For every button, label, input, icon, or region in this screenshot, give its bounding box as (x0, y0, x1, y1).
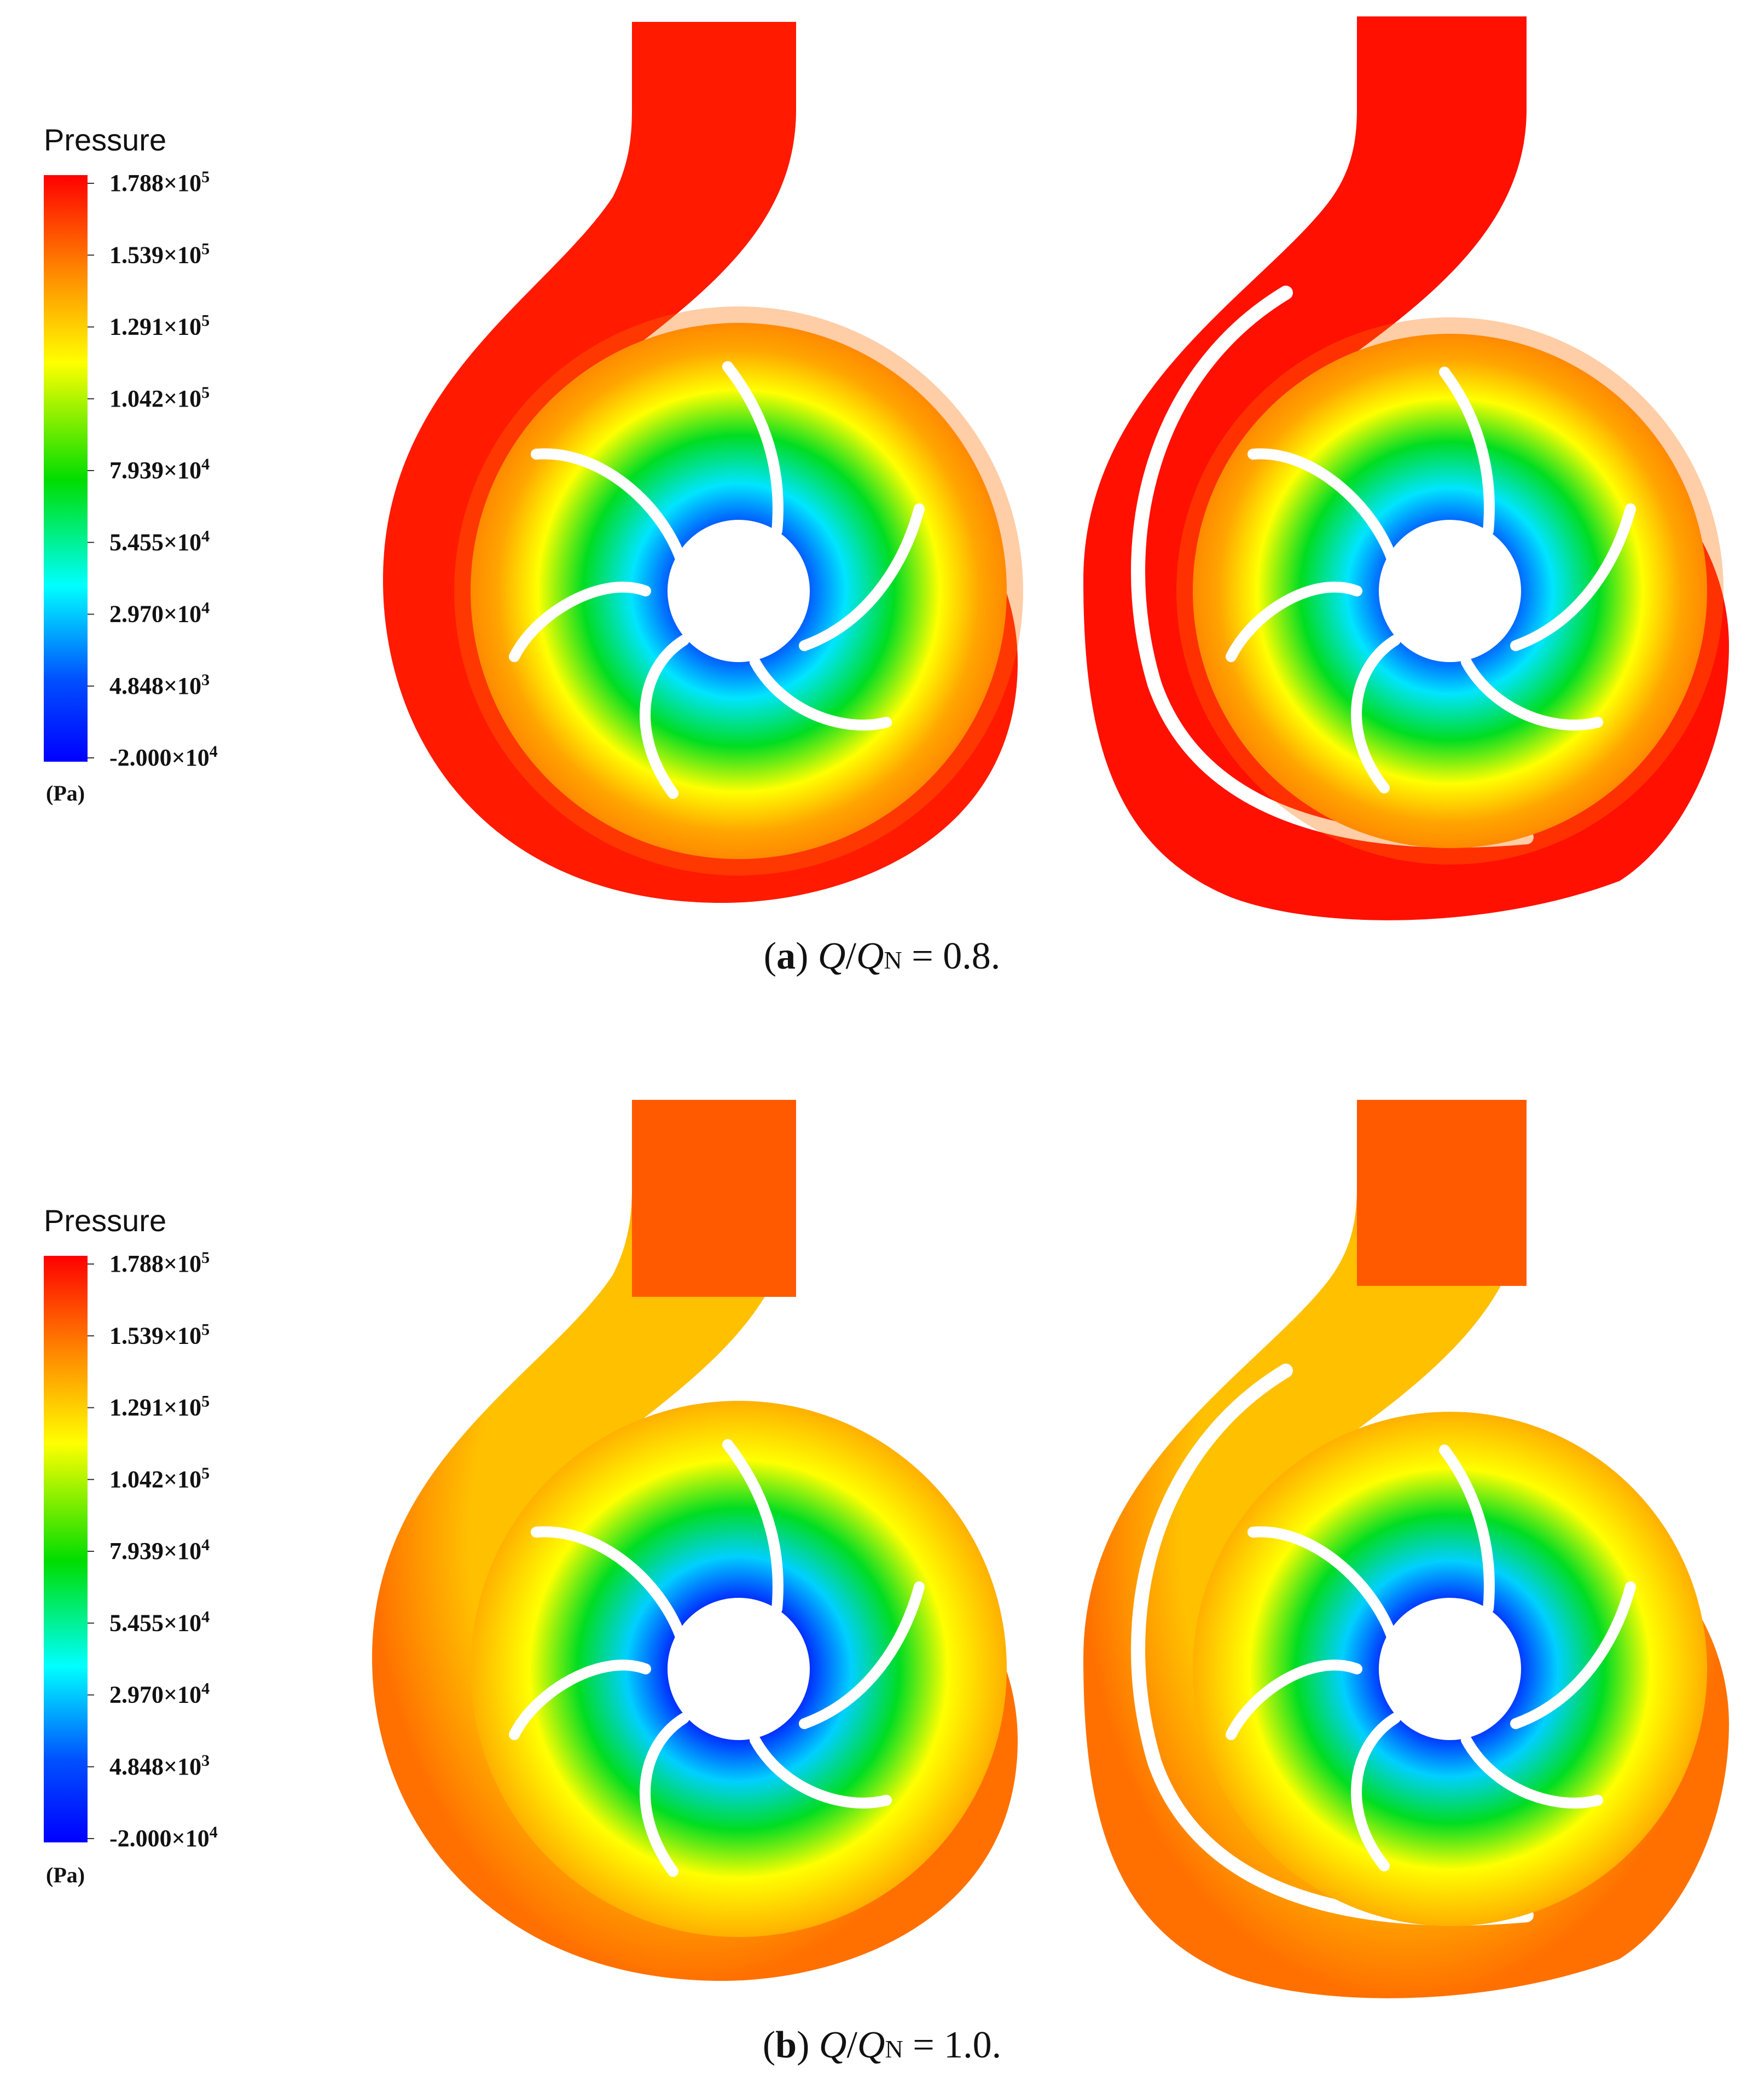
legend-tick-label: 1.042×105 (109, 384, 210, 412)
volute-rib (1131, 286, 1534, 848)
legend-unit: (Pa) (46, 1863, 85, 1887)
pressure-legend-b: Pressure 1.788×105 1.539×105 1.291×105 1.04… (44, 1203, 218, 1887)
panel-b: Pressure 1.788×105 1.539×105 1.291×105 1.04… (44, 1100, 1729, 2066)
legend-title: Pressure (44, 123, 166, 157)
legend-tick-label: 4.848×103 (109, 671, 210, 699)
panel-a: Pressure 1.788×105 1.539×105 1.291×105 1.04… (44, 16, 1729, 977)
legend-tick-label: 1.788×105 (109, 1249, 210, 1277)
legend-tick-label: 1.291×105 (109, 1393, 210, 1421)
legend-tick-label: 2.970×104 (109, 1680, 210, 1708)
pump-contour-a-left (383, 22, 1023, 903)
legend-tick-label: -2.000×104 (109, 743, 218, 771)
legend-tick-label: 4.848×103 (109, 1752, 210, 1780)
impeller-hub (1379, 520, 1521, 662)
legend-tick-label: 7.939×104 (109, 455, 210, 484)
volute-rib (1131, 1364, 1534, 1926)
impeller-blades (509, 1439, 925, 1877)
legend-ticks: 1.788×105 1.539×105 1.291×105 1.042×105 7.93… (88, 168, 218, 771)
legend-tick-label: 1.539×105 (109, 240, 210, 268)
caption-a: (a) Q/QN = 0.8. (764, 935, 1000, 977)
caption-b: (b) Q/QN = 1.0. (763, 2024, 1001, 2066)
legend-title: Pressure (44, 1203, 166, 1238)
pump-contour-b-left (372, 1100, 1018, 1981)
legend-tick-label: 5.455×104 (109, 1608, 210, 1636)
legend-tick-label: 1.291×105 (109, 312, 210, 340)
color-scale-bar (44, 175, 88, 762)
legend-tick-label: 1.788×105 (109, 168, 210, 196)
legend-ticks: 1.788×105 1.539×105 1.291×105 1.042×105 7.93… (88, 1249, 218, 1852)
impeller-hub (668, 1598, 810, 1740)
legend-tick-label: 5.455×104 (109, 527, 210, 555)
pump-contour-b-right (1083, 1100, 1729, 1998)
outlet-pipe (632, 1100, 796, 1297)
impeller-blades (1226, 367, 1636, 793)
outlet-pipe (1357, 1100, 1527, 1286)
impeller-hub (1379, 1598, 1521, 1740)
legend-unit: (Pa) (46, 781, 85, 805)
legend-tick-label: 7.939×104 (109, 1536, 210, 1564)
pump-contour-a-right (1083, 16, 1729, 920)
color-scale-bar (44, 1256, 88, 1842)
legend-tick-label: 1.042×105 (109, 1464, 210, 1493)
impeller-blades (1226, 1445, 1636, 1871)
legend-tick-label: 1.539×105 (109, 1320, 210, 1349)
legend-tick-label: 2.970×104 (109, 599, 210, 628)
legend-tick-label: -2.000×104 (109, 1823, 218, 1852)
pressure-legend-a: Pressure 1.788×105 1.539×105 1.291×105 1.04… (44, 123, 218, 805)
impeller-blades (509, 361, 925, 799)
impeller-hub (668, 520, 810, 662)
